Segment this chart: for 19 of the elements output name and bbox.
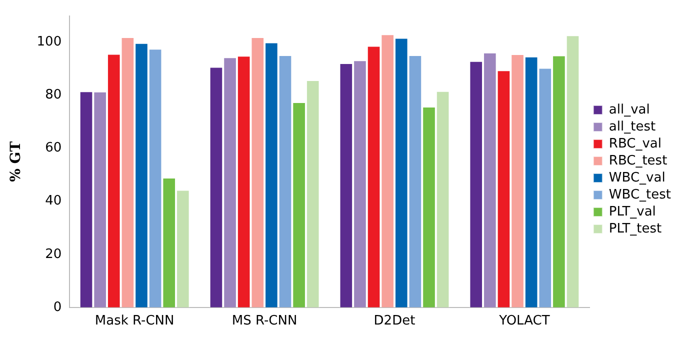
legend-label: WBC_test — [608, 187, 672, 202]
x-tick-label: MS R-CNN — [232, 314, 298, 329]
y-axis-title: % GT — [8, 140, 24, 182]
x-tick-label: Mask R-CNN — [94, 314, 174, 329]
y-tick-label: 20 — [45, 246, 62, 262]
legend-label: PLT_val — [608, 204, 656, 220]
legend-label: RBC_test — [608, 153, 668, 168]
y-tick-label: 100 — [36, 34, 62, 50]
y-tick-label: 60 — [45, 140, 62, 156]
legend-label: all_val — [608, 102, 650, 118]
legend-label: all_test — [608, 119, 656, 134]
legend-label: PLT_test — [608, 221, 662, 236]
legend-label: RBC_val — [608, 136, 662, 152]
legend-label: WBC_val — [608, 170, 666, 186]
y-tick-label: 80 — [45, 88, 62, 103]
y-tick-label: 40 — [45, 194, 62, 209]
x-tick-label: YOLACT — [498, 314, 550, 329]
y-tick-label: 0 — [53, 300, 62, 315]
x-tick-label: D2Det — [374, 314, 416, 329]
